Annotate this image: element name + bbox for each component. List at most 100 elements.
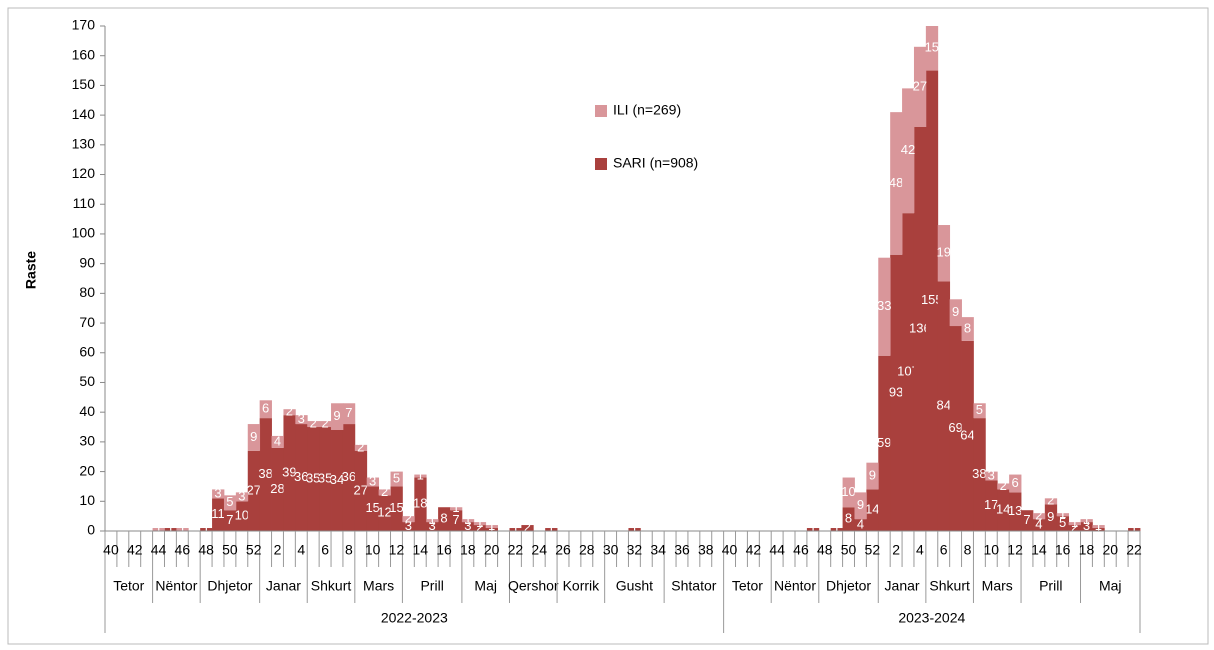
month-label: Maj (1099, 578, 1122, 594)
data-label: 3 (298, 411, 305, 426)
bar-segment (235, 501, 249, 531)
data-label: 35 (318, 470, 332, 485)
data-label: 1 (833, 521, 840, 536)
bar-segment (390, 471, 403, 487)
data-label: 3 (464, 518, 471, 533)
x-tick-label: 4 (916, 542, 924, 558)
y-tick-label: 0 (87, 522, 95, 538)
x-tick-label: 16 (1055, 542, 1071, 558)
month-label: Maj (474, 578, 497, 594)
data-label: 1 (809, 521, 816, 536)
bar-segment (973, 403, 986, 419)
bar-segment (842, 507, 855, 531)
bar-segment (271, 447, 284, 531)
x-tick-label: 12 (1007, 542, 1023, 558)
bar-segment (390, 486, 403, 531)
data-label: 1 (167, 521, 174, 536)
month-label: Qershor (508, 578, 559, 594)
x-tick-label: 8 (964, 542, 972, 558)
season-label: 2022-2023 (381, 610, 448, 626)
x-tick-label: 28 (579, 542, 595, 558)
x-tick-label: 6 (321, 542, 329, 558)
month-label: Nëntor (155, 578, 197, 594)
x-tick-label: 44 (151, 542, 167, 558)
data-label: 1 (429, 512, 436, 527)
data-label: 1 (464, 512, 471, 527)
data-label: 1 (548, 521, 555, 536)
data-label: 1 (1083, 512, 1090, 527)
data-label: 8 (964, 320, 971, 335)
data-label: 14 (996, 502, 1010, 517)
bar-segment (450, 510, 463, 531)
data-label: 2 (1047, 493, 1054, 508)
season-label: 2023-2024 (898, 610, 965, 626)
y-tick-label: 50 (79, 373, 95, 389)
data-label: 136 (909, 320, 931, 335)
x-tick-label: 10 (365, 542, 381, 558)
month-label: Tetor (732, 578, 763, 594)
bar-segment (354, 450, 368, 531)
bar-segment (1128, 528, 1141, 531)
bar-segment (473, 525, 487, 531)
month-label: Prill (420, 578, 443, 594)
month-label: Dhjetor (207, 578, 252, 594)
x-tick-label: 22 (508, 542, 524, 558)
bar-segment (438, 507, 451, 531)
data-label: 12 (377, 505, 391, 520)
bar-segment (378, 495, 391, 531)
x-tick-label: 52 (246, 542, 262, 558)
data-label: 1 (1071, 515, 1078, 530)
y-tick-label: 70 (79, 314, 95, 330)
bar-segment (223, 510, 237, 531)
bar-segment (331, 403, 344, 430)
data-label: 5 (1059, 515, 1066, 530)
month-label: Shkurt (311, 578, 352, 594)
data-label: 1 (452, 500, 459, 515)
bar-segment (1056, 513, 1070, 517)
bar-segment (223, 495, 237, 511)
bar-segment (997, 483, 1010, 490)
x-tick-label: 46 (175, 542, 191, 558)
data-label: 1 (1130, 521, 1137, 536)
bar-segment (1044, 498, 1058, 505)
x-tick-label: 20 (484, 542, 500, 558)
x-tick-label: 48 (198, 542, 214, 558)
data-label: 7 (452, 512, 459, 527)
x-tick-label: 42 (746, 542, 762, 558)
bar-segment (854, 519, 867, 531)
legend-label: SARI (n=908) (613, 155, 698, 171)
bar-segment (1044, 504, 1058, 531)
bar-segment (342, 403, 356, 425)
bar-segment (319, 427, 332, 531)
bar-segment (271, 435, 284, 448)
bar-segment (866, 489, 879, 531)
x-tick-label: 20 (1102, 542, 1118, 558)
month-label: Mars (982, 578, 1013, 594)
y-tick-label: 60 (79, 343, 95, 359)
bar-segment (913, 127, 927, 531)
month-label: Dhjetor (826, 578, 871, 594)
data-label: 27 (246, 482, 260, 497)
bar-segment (997, 489, 1010, 531)
data-label: 2 (1071, 519, 1078, 534)
data-label: 1 (155, 521, 162, 536)
bar-segment (521, 525, 534, 531)
bar-segment (890, 112, 903, 255)
bar-segment (961, 340, 974, 531)
month-label: Prill (1039, 578, 1062, 594)
bar-segment (961, 317, 974, 341)
bar-segment (985, 480, 998, 531)
data-label: 8 (845, 511, 852, 526)
month-label: Mars (363, 578, 394, 594)
data-label: 38 (258, 466, 272, 481)
bar-segment (937, 225, 951, 282)
bar-segment (1080, 519, 1093, 523)
data-label: 69 (948, 420, 962, 435)
data-label: 1 (417, 467, 424, 482)
bar-segment (1068, 522, 1081, 526)
bar-segment (925, 26, 939, 71)
bar-segment (878, 257, 891, 356)
y-tick-label: 90 (79, 254, 95, 270)
data-label: 3 (1083, 518, 1090, 533)
